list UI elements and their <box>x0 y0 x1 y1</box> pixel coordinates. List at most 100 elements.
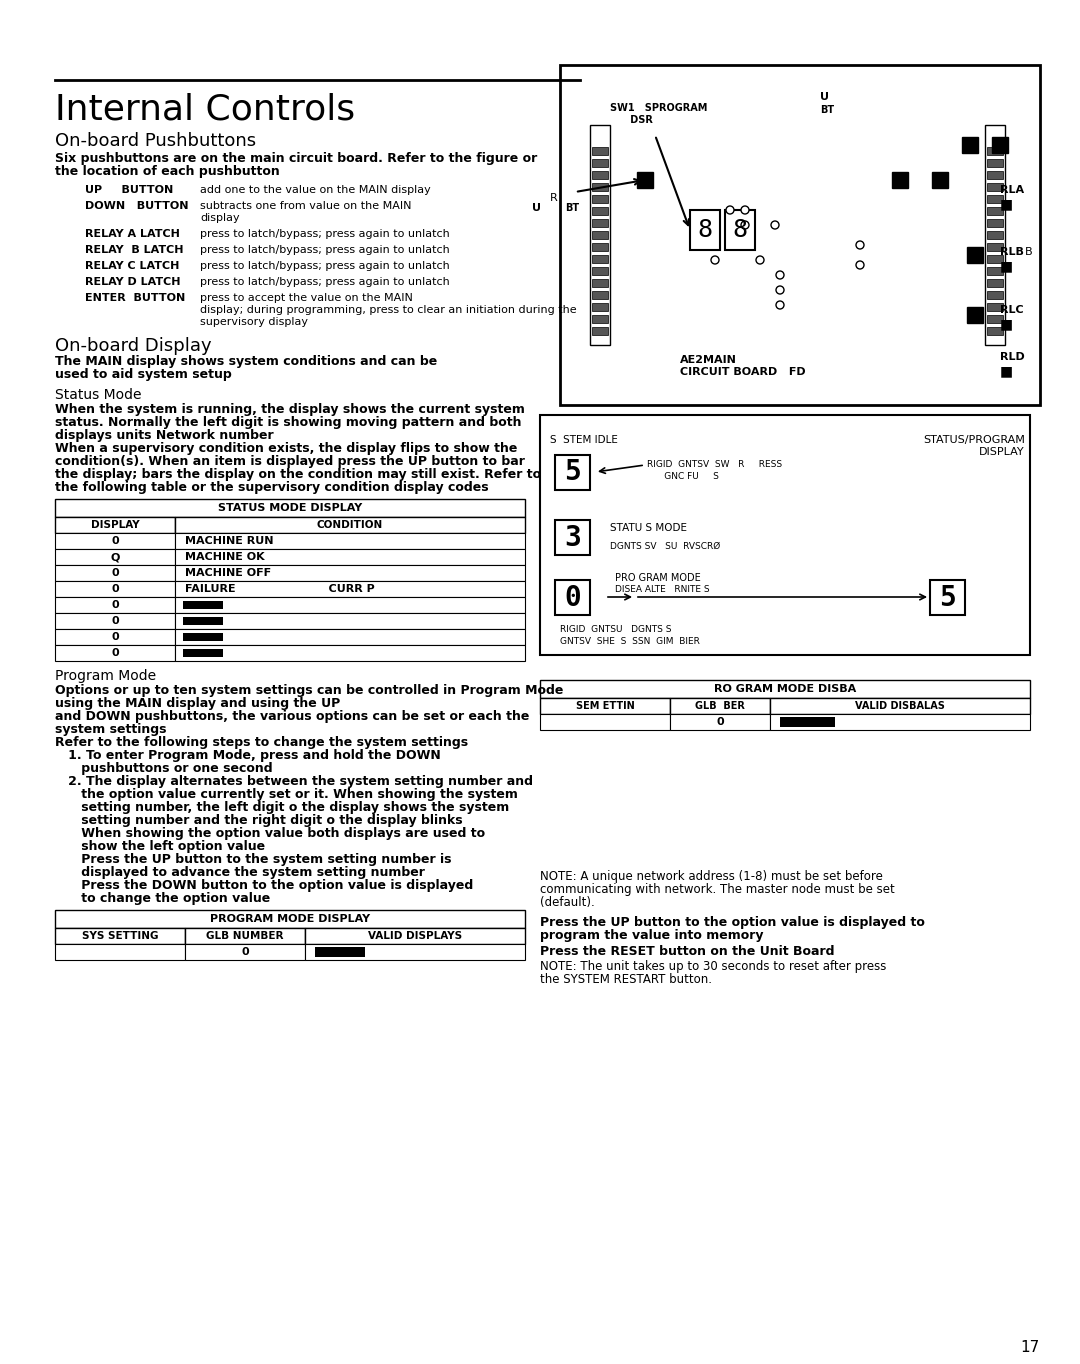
Bar <box>183 602 222 608</box>
Bar <box>55 517 175 533</box>
Text: FAILURE                        CURR P: FAILURE CURR P <box>185 584 375 593</box>
Text: Internal Controls: Internal Controls <box>55 91 355 125</box>
Text: MACHINE RUN: MACHINE RUN <box>185 536 273 546</box>
Text: 0: 0 <box>111 600 119 610</box>
Bar <box>690 210 720 250</box>
Bar <box>592 315 608 323</box>
Text: 0: 0 <box>111 567 119 578</box>
Bar <box>55 565 175 581</box>
Bar <box>780 717 835 727</box>
Text: U: U <box>820 91 829 102</box>
Text: Press the UP button to the option value is displayed to: Press the UP button to the option value … <box>540 917 924 929</box>
Bar <box>962 136 978 153</box>
Text: RO GRAM MODE DISBA: RO GRAM MODE DISBA <box>714 683 856 694</box>
Text: GLB NUMBER: GLB NUMBER <box>206 932 284 941</box>
Bar <box>55 928 185 944</box>
Bar <box>175 565 525 581</box>
Text: 2. The display alternates between the system setting number and: 2. The display alternates between the sy… <box>55 775 534 788</box>
Text: RELAY D LATCH: RELAY D LATCH <box>85 277 180 286</box>
Bar <box>183 633 222 641</box>
Text: Press the UP button to the system setting number is: Press the UP button to the system settin… <box>55 852 451 866</box>
Bar <box>590 125 610 345</box>
Circle shape <box>741 221 750 229</box>
Text: STATU S MODE: STATU S MODE <box>610 522 687 533</box>
Text: condition(s). When an item is displayed press the UP button to bar: condition(s). When an item is displayed … <box>55 456 525 468</box>
Text: ■: ■ <box>1000 364 1013 378</box>
Text: When the system is running, the display shows the current system: When the system is running, the display … <box>55 402 525 416</box>
Bar <box>175 548 525 565</box>
Bar <box>637 172 653 188</box>
Text: 0: 0 <box>111 648 119 657</box>
Text: displayed to advance the system setting number: displayed to advance the system setting … <box>55 866 424 878</box>
Text: pushbuttons or one second: pushbuttons or one second <box>55 762 272 775</box>
Text: Refer to the following steps to change the system settings: Refer to the following steps to change t… <box>55 737 468 749</box>
Text: ■: ■ <box>1000 259 1013 273</box>
Bar <box>987 220 1003 226</box>
Circle shape <box>777 286 784 295</box>
Text: 0: 0 <box>716 717 724 727</box>
Text: VALID DISPLAYS: VALID DISPLAYS <box>368 932 462 941</box>
Bar <box>967 307 983 323</box>
Text: subtracts one from value on the MAIN: subtracts one from value on the MAIN <box>200 201 411 211</box>
Text: program the value into memory: program the value into memory <box>540 929 764 943</box>
Bar <box>987 231 1003 239</box>
Text: 0: 0 <box>564 584 581 611</box>
Text: B: B <box>1025 247 1032 256</box>
Bar <box>183 617 222 625</box>
Circle shape <box>771 221 779 229</box>
Bar <box>561 65 1040 405</box>
Bar <box>183 649 222 657</box>
Bar <box>315 947 365 958</box>
Bar <box>987 280 1003 286</box>
Text: ENTER  BUTTON: ENTER BUTTON <box>85 293 186 303</box>
Bar <box>987 267 1003 276</box>
Text: On-board Pushbuttons: On-board Pushbuttons <box>55 132 256 150</box>
Text: BT: BT <box>820 105 834 115</box>
Bar <box>555 520 590 555</box>
Text: RIGID  GNTSU   DGNTS S: RIGID GNTSU DGNTS S <box>561 625 672 634</box>
Text: DOWN   BUTTON: DOWN BUTTON <box>85 201 189 211</box>
Bar <box>540 713 670 730</box>
Bar <box>55 910 525 928</box>
Bar <box>987 243 1003 251</box>
Text: BT: BT <box>565 203 579 213</box>
Text: communicating with network. The master node must be set: communicating with network. The master n… <box>540 883 894 896</box>
Text: 0: 0 <box>111 632 119 642</box>
Text: On-board Display: On-board Display <box>55 337 212 355</box>
Bar <box>55 612 175 629</box>
Bar <box>592 195 608 203</box>
Bar <box>55 533 175 548</box>
Bar <box>987 195 1003 203</box>
Bar <box>985 125 1005 345</box>
Text: the SYSTEM RESTART button.: the SYSTEM RESTART button. <box>540 973 712 986</box>
Bar <box>770 713 1030 730</box>
Text: Six pushbuttons are on the main circuit board. Refer to the figure or: Six pushbuttons are on the main circuit … <box>55 151 537 165</box>
Text: 0: 0 <box>111 536 119 546</box>
Bar <box>175 581 525 597</box>
Text: press to accept the value on the MAIN: press to accept the value on the MAIN <box>200 293 413 303</box>
Text: SEM ETTIN: SEM ETTIN <box>576 701 634 711</box>
Text: GLB  BER: GLB BER <box>696 701 745 711</box>
Bar <box>967 247 983 263</box>
Text: NOTE: A unique network address (1-8) must be set before: NOTE: A unique network address (1-8) mus… <box>540 870 882 883</box>
Bar <box>592 183 608 191</box>
Bar <box>592 267 608 276</box>
Text: RELAY C LATCH: RELAY C LATCH <box>85 261 179 271</box>
Bar <box>987 255 1003 263</box>
Bar <box>540 698 670 713</box>
Text: 5: 5 <box>940 584 956 611</box>
Text: 8: 8 <box>732 218 747 241</box>
Text: VALID DISBALAS: VALID DISBALAS <box>855 701 945 711</box>
Text: add one to the value on the MAIN display: add one to the value on the MAIN display <box>200 186 431 195</box>
Bar <box>987 291 1003 299</box>
Text: Press the DOWN button to the option value is displayed: Press the DOWN button to the option valu… <box>55 878 473 892</box>
Bar <box>725 210 755 250</box>
Text: UP     BUTTON: UP BUTTON <box>85 186 173 195</box>
Text: 0: 0 <box>241 947 248 958</box>
Text: ■: ■ <box>1000 196 1013 211</box>
Text: NOTE: The unit takes up to 30 seconds to reset after press: NOTE: The unit takes up to 30 seconds to… <box>540 960 887 973</box>
Text: the following table or the supervisory condition display codes: the following table or the supervisory c… <box>55 481 488 494</box>
Text: press to latch/bypass; press again to unlatch: press to latch/bypass; press again to un… <box>200 277 449 286</box>
Bar <box>55 944 185 960</box>
Bar <box>770 698 1030 713</box>
